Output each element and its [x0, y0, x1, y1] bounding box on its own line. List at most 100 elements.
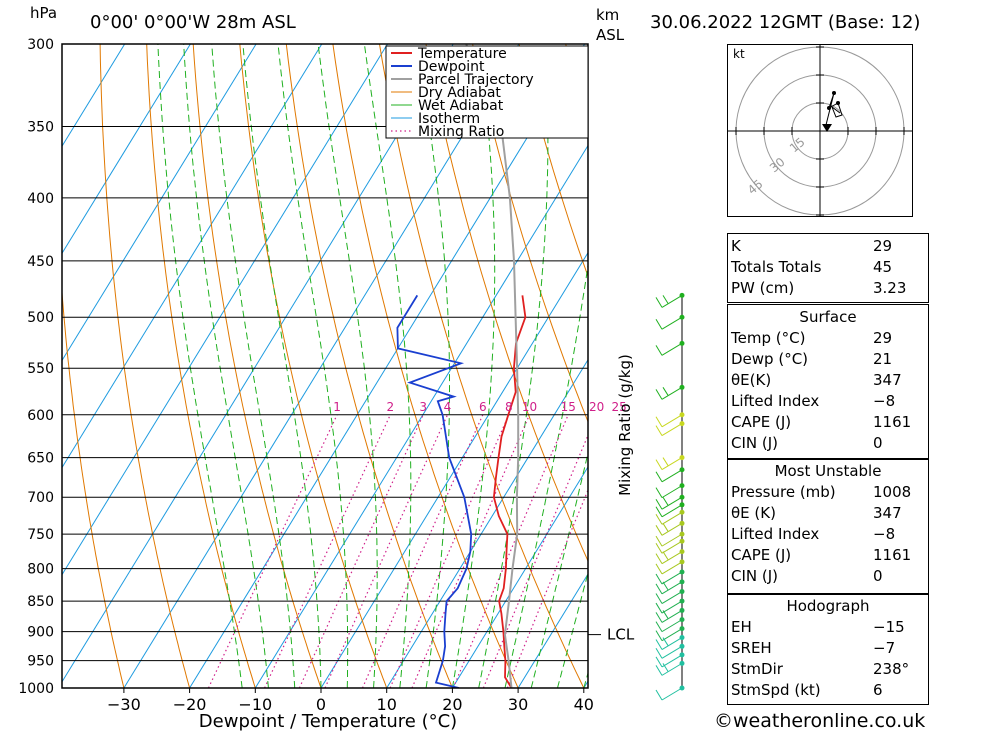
hodograph-ring-label-30: 30 — [767, 155, 788, 176]
wind-barb — [655, 643, 685, 659]
wind-barb — [655, 598, 685, 614]
dry-adiabat-line — [985, 44, 1000, 688]
hodograph-stats-title: Hodograph — [786, 597, 870, 615]
wind-barbs — [655, 292, 685, 701]
index-label: Lifted Index — [731, 525, 820, 543]
index-label: θE (K) — [731, 504, 776, 522]
dry-adiabat-line — [239, 44, 388, 688]
dry-adiabat-line — [192, 44, 322, 688]
series-line-temperature — [492, 295, 527, 688]
mu-row: CIN (J) 0 — [728, 566, 928, 587]
index-label: Lifted Index — [731, 392, 820, 410]
storm-motion-marker — [822, 124, 832, 132]
mu-row: Lifted Index −8 — [728, 524, 928, 545]
km-axis-label: km — [596, 6, 619, 24]
wind-barb — [655, 467, 685, 483]
index-value: 29 — [873, 237, 893, 255]
dry-adiabat-line — [518, 44, 588, 278]
pressure-tick-label: 850 — [27, 594, 54, 610]
wind-barb — [655, 509, 685, 525]
hodograph-ring-label-45: 45 — [745, 177, 766, 198]
temperature-tick-label: −20 — [173, 695, 207, 714]
index-value: 1161 — [873, 546, 912, 564]
index-label: Totals Totals — [731, 258, 822, 276]
mixing-ratio-label: 25 — [612, 400, 627, 414]
surface-row: Lifted Index −8 — [728, 391, 928, 412]
isotherm-line — [451, 465, 588, 688]
temperature-tick-label: 40 — [574, 695, 594, 714]
wind-barb — [655, 384, 685, 400]
isotherm-line — [517, 573, 588, 688]
wind-barb — [655, 314, 685, 330]
legend-label-parcel: Parcel Trajectory — [418, 72, 534, 88]
index-value: 347 — [873, 371, 902, 389]
mu-row: CAPE (J) 1161 — [728, 545, 928, 566]
mixing-ratio-line — [324, 414, 449, 688]
mu-row: Pressure (mb) 1008 — [728, 482, 928, 503]
temperature-tick-label: 10 — [377, 695, 397, 714]
temperature-tick-labels: −30 −20 −10 0 10 20 30 40 — [107, 688, 594, 714]
most-unstable-title: Most Unstable — [774, 462, 882, 480]
wind-barb — [655, 549, 685, 565]
hodo-row: StmSpd (kt) 6 — [728, 680, 928, 701]
dry-adiabat-line — [472, 44, 588, 423]
location-title: 0°00' 0°00'W 28m ASL — [90, 12, 296, 33]
temperature-tick-label: −10 — [238, 695, 272, 714]
mixing-ratio-line — [361, 414, 484, 688]
wind-barb — [655, 626, 685, 642]
hodograph-ring-label-15: 15 — [787, 135, 808, 156]
wet-adiabat-line — [451, 44, 496, 688]
series-line-parcel-trajectory — [465, 44, 520, 688]
wind-barb — [655, 494, 685, 510]
copyright-footer[interactable]: ©weatheronline.co.uk — [714, 710, 926, 732]
legend-label-wet-adiabat: Wet Adiabat — [418, 98, 504, 114]
wind-barb — [655, 607, 685, 623]
index-label: EH — [731, 618, 752, 636]
pressure-tick-label: 550 — [27, 361, 54, 377]
pressure-tick-label: 1000 — [18, 681, 54, 697]
surface-row: Dewp (°C) 21 — [728, 349, 928, 370]
isotherm-line — [386, 358, 588, 688]
wind-barb — [655, 589, 685, 604]
index-value: 29 — [873, 329, 893, 347]
hodograph-axis-ticks — [735, 46, 905, 216]
pressure-tick-labels: 300 350 400 450 500 550 600 650 700 750 800 850 900 9… — [18, 37, 54, 697]
index-value: −7 — [873, 639, 896, 657]
wind-barb — [655, 635, 685, 650]
mixing-ratio-label: 4 — [444, 400, 452, 414]
pressure-tick-label: 750 — [27, 527, 54, 543]
isotherm-line — [62, 44, 257, 362]
hodo-row: StmDir 238° — [728, 659, 928, 680]
wind-barb — [655, 660, 685, 676]
legend-label-temperature: Temperature — [417, 46, 507, 62]
dry-adiabat-line — [62, 285, 125, 688]
surface-row: θE(K) 347 — [728, 370, 928, 391]
pressure-tick-label: 400 — [27, 191, 54, 207]
wind-barb — [655, 531, 685, 547]
mixing-ratio-label: 8 — [505, 400, 513, 414]
wet-adiabat-line — [504, 262, 588, 688]
hpa-axis-label: hPa — [30, 4, 57, 22]
index-value: 0 — [873, 567, 883, 585]
temperature-tick-label: 30 — [508, 695, 528, 714]
mixing-ratio-line — [482, 433, 588, 688]
isotherm-line — [62, 44, 454, 683]
x-axis-title: Dewpoint / Temperature (°C) — [199, 711, 457, 732]
wind-barb — [655, 292, 685, 308]
wet-adiabat-line — [317, 44, 378, 688]
surface-row: CAPE (J) 1161 — [728, 412, 928, 433]
pressure-tick-label: 600 — [27, 408, 54, 424]
wind-barb — [655, 652, 685, 668]
lcl-label: LCL — [607, 626, 635, 644]
wind-barb — [655, 502, 685, 518]
index-label: Temp (°C) — [731, 329, 806, 347]
index-label: PW (cm) — [731, 279, 795, 297]
wet-adiabat-line — [277, 44, 349, 688]
wind-barb — [655, 617, 685, 633]
index-label: CAPE (J) — [731, 413, 792, 431]
mixing-ratio-label: 3 — [419, 400, 427, 414]
index-label: StmDir — [731, 660, 783, 678]
index-value: 21 — [873, 350, 893, 368]
mu-row: θE (K) 347 — [728, 503, 928, 524]
legend-label-isotherm: Isotherm — [418, 111, 480, 127]
